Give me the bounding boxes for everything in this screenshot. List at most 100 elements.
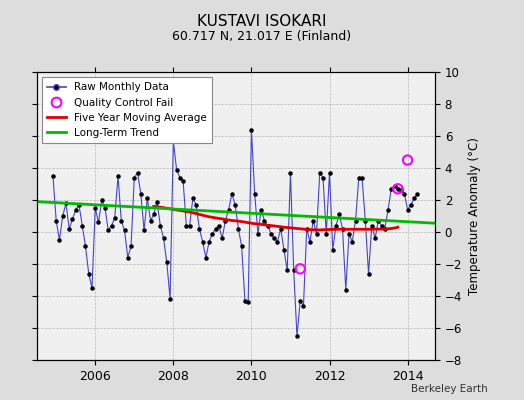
Point <box>394 186 402 192</box>
Point <box>199 238 207 245</box>
Point <box>107 222 116 229</box>
Point <box>143 195 151 202</box>
Point <box>403 157 412 163</box>
Point <box>68 216 77 222</box>
Point <box>146 218 155 224</box>
Point <box>277 226 285 232</box>
Text: 60.717 N, 21.017 E (Finland): 60.717 N, 21.017 E (Finland) <box>172 30 352 43</box>
Point <box>49 173 57 179</box>
Point <box>348 238 356 245</box>
Point <box>72 206 80 213</box>
Point <box>162 259 171 266</box>
Point <box>364 270 373 277</box>
Point <box>335 211 343 218</box>
Point <box>270 235 278 242</box>
Point <box>339 226 347 232</box>
Point <box>124 254 132 261</box>
Point <box>394 186 402 192</box>
Point <box>84 270 93 277</box>
Point <box>59 213 67 219</box>
Point <box>172 166 181 173</box>
Point <box>65 226 73 232</box>
Point <box>309 218 318 224</box>
Point <box>179 178 187 184</box>
Point <box>224 206 233 213</box>
Point <box>133 170 141 176</box>
Point <box>407 202 415 208</box>
Point <box>352 218 360 224</box>
Point <box>176 174 184 181</box>
Point <box>104 227 113 234</box>
Point <box>315 170 324 176</box>
Point <box>231 202 239 208</box>
Point <box>384 206 392 213</box>
Point <box>114 173 122 179</box>
Point <box>111 214 119 221</box>
Point <box>166 296 174 302</box>
Point <box>296 266 304 272</box>
Point <box>403 206 412 213</box>
Point <box>306 238 314 245</box>
Point <box>322 230 331 237</box>
Point <box>302 226 311 232</box>
Point <box>342 286 350 293</box>
Point <box>387 186 396 192</box>
Point <box>374 218 383 224</box>
Point <box>150 211 158 218</box>
Point <box>286 170 294 176</box>
Point <box>228 190 236 197</box>
Point <box>397 187 405 194</box>
Point <box>78 222 86 229</box>
Point <box>237 243 246 250</box>
Point <box>97 197 106 203</box>
Point <box>81 243 90 250</box>
Y-axis label: Temperature Anomaly (°C): Temperature Anomaly (°C) <box>467 137 481 295</box>
Point <box>91 205 100 211</box>
Text: KUSTAVI ISOKARI: KUSTAVI ISOKARI <box>197 14 327 29</box>
Point <box>159 235 168 242</box>
Point <box>52 218 60 224</box>
Point <box>192 202 200 208</box>
Point <box>332 222 340 229</box>
Point <box>296 298 304 304</box>
Point <box>299 302 308 309</box>
Point <box>205 238 213 245</box>
Point <box>218 235 226 242</box>
Point <box>127 243 135 250</box>
Point <box>247 126 256 133</box>
Point <box>257 206 265 213</box>
Point <box>267 230 275 237</box>
Point <box>182 222 191 229</box>
Point <box>137 190 145 197</box>
Point <box>293 333 301 339</box>
Point <box>195 226 203 232</box>
Point <box>94 219 103 226</box>
Point <box>329 246 337 253</box>
Point <box>371 235 379 242</box>
Point <box>130 174 138 181</box>
Point <box>202 254 210 261</box>
Point <box>413 190 421 197</box>
Point <box>215 222 223 229</box>
Point <box>283 267 291 274</box>
Point <box>377 222 386 229</box>
Point <box>390 182 399 189</box>
Point <box>208 230 216 237</box>
Point <box>410 195 418 202</box>
Point <box>264 222 272 229</box>
Point <box>254 230 262 237</box>
Point <box>88 285 96 291</box>
Point <box>241 298 249 304</box>
Point <box>101 205 109 211</box>
Point <box>250 190 259 197</box>
Point <box>117 218 125 224</box>
Point <box>62 200 70 206</box>
Point <box>185 222 194 229</box>
Point <box>121 227 129 234</box>
Point <box>355 174 363 181</box>
Text: Berkeley Earth: Berkeley Earth <box>411 384 487 394</box>
Point <box>234 226 243 232</box>
Point <box>280 246 288 253</box>
Point <box>289 267 298 274</box>
Point <box>325 170 334 176</box>
